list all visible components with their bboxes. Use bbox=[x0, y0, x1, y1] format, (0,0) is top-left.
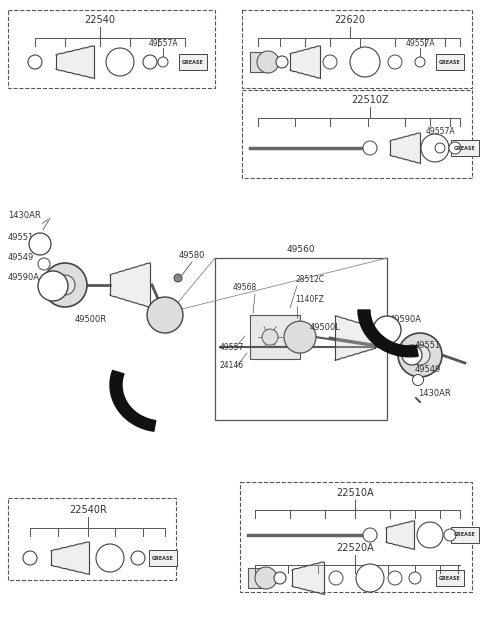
Bar bbox=[250, 52, 268, 72]
Circle shape bbox=[276, 56, 288, 68]
Bar bbox=[250, 315, 300, 359]
Circle shape bbox=[28, 55, 42, 69]
Circle shape bbox=[38, 258, 50, 270]
Circle shape bbox=[23, 551, 37, 565]
Text: 49557A: 49557A bbox=[148, 40, 178, 48]
Text: 28512C: 28512C bbox=[295, 276, 324, 284]
Circle shape bbox=[284, 321, 316, 353]
Circle shape bbox=[329, 571, 343, 585]
Circle shape bbox=[402, 345, 422, 365]
Circle shape bbox=[106, 48, 134, 76]
Circle shape bbox=[415, 57, 425, 67]
Text: 49557A: 49557A bbox=[405, 40, 435, 48]
Circle shape bbox=[158, 57, 168, 67]
Text: 1140FZ: 1140FZ bbox=[295, 296, 324, 304]
Text: 22540: 22540 bbox=[84, 15, 116, 25]
Circle shape bbox=[449, 142, 461, 154]
Bar bbox=[436, 54, 464, 70]
Circle shape bbox=[409, 572, 421, 584]
Bar bbox=[451, 527, 479, 543]
Text: 22520A: 22520A bbox=[336, 543, 374, 553]
Text: GREASE: GREASE bbox=[439, 60, 461, 65]
Text: 49557: 49557 bbox=[220, 343, 244, 352]
Circle shape bbox=[55, 275, 75, 295]
Bar bbox=[215, 258, 387, 420]
Circle shape bbox=[373, 316, 401, 344]
Bar bbox=[451, 140, 479, 156]
Bar bbox=[179, 54, 207, 70]
Text: 49568: 49568 bbox=[233, 284, 257, 292]
Text: 49549: 49549 bbox=[8, 253, 34, 262]
Text: 49500L: 49500L bbox=[310, 323, 341, 333]
Text: 49551: 49551 bbox=[415, 340, 441, 350]
Circle shape bbox=[96, 544, 124, 572]
Polygon shape bbox=[358, 310, 418, 357]
Circle shape bbox=[356, 564, 384, 592]
Text: 1430AR: 1430AR bbox=[8, 211, 41, 220]
Bar bbox=[242, 90, 472, 178]
Circle shape bbox=[38, 271, 68, 301]
Circle shape bbox=[363, 528, 377, 542]
Text: GREASE: GREASE bbox=[439, 576, 461, 581]
Circle shape bbox=[435, 143, 445, 153]
Bar bbox=[240, 482, 472, 592]
Text: 24146: 24146 bbox=[220, 362, 244, 370]
Text: 22510Z: 22510Z bbox=[351, 95, 389, 105]
Text: 49557A: 49557A bbox=[425, 128, 455, 136]
Circle shape bbox=[410, 345, 430, 365]
Circle shape bbox=[257, 51, 279, 73]
Circle shape bbox=[131, 551, 145, 565]
Text: 22540R: 22540R bbox=[69, 505, 107, 515]
Circle shape bbox=[417, 522, 443, 548]
Circle shape bbox=[262, 329, 278, 345]
Text: 22510A: 22510A bbox=[336, 488, 374, 498]
Text: GREASE: GREASE bbox=[454, 533, 476, 538]
Text: 49549: 49549 bbox=[415, 365, 441, 374]
Text: 49580: 49580 bbox=[179, 250, 205, 260]
Circle shape bbox=[412, 374, 423, 386]
Circle shape bbox=[147, 297, 183, 333]
Text: 49590A: 49590A bbox=[390, 316, 422, 325]
Polygon shape bbox=[110, 370, 156, 431]
Bar bbox=[8, 10, 215, 88]
Circle shape bbox=[444, 529, 456, 541]
Circle shape bbox=[29, 233, 51, 255]
Circle shape bbox=[255, 567, 277, 589]
Text: 49500R: 49500R bbox=[75, 316, 107, 325]
Circle shape bbox=[43, 263, 87, 307]
Text: GREASE: GREASE bbox=[182, 60, 204, 65]
Text: GREASE: GREASE bbox=[454, 145, 476, 150]
Bar bbox=[242, 10, 472, 88]
Bar bbox=[436, 570, 464, 586]
Circle shape bbox=[398, 333, 442, 377]
Circle shape bbox=[323, 55, 337, 69]
Bar bbox=[149, 550, 177, 566]
Circle shape bbox=[421, 134, 449, 162]
Bar bbox=[8, 498, 176, 580]
Circle shape bbox=[350, 47, 380, 77]
Circle shape bbox=[363, 141, 377, 155]
Text: GREASE: GREASE bbox=[152, 555, 174, 560]
Bar bbox=[248, 568, 266, 588]
Circle shape bbox=[388, 571, 402, 585]
Circle shape bbox=[274, 572, 286, 584]
Circle shape bbox=[143, 55, 157, 69]
Text: 49560: 49560 bbox=[287, 245, 315, 255]
Text: 49551: 49551 bbox=[8, 233, 34, 243]
Text: 49590A: 49590A bbox=[8, 274, 40, 282]
Text: 22620: 22620 bbox=[335, 15, 365, 25]
Circle shape bbox=[388, 55, 402, 69]
Text: 1430AR: 1430AR bbox=[418, 389, 451, 398]
Circle shape bbox=[174, 274, 182, 282]
